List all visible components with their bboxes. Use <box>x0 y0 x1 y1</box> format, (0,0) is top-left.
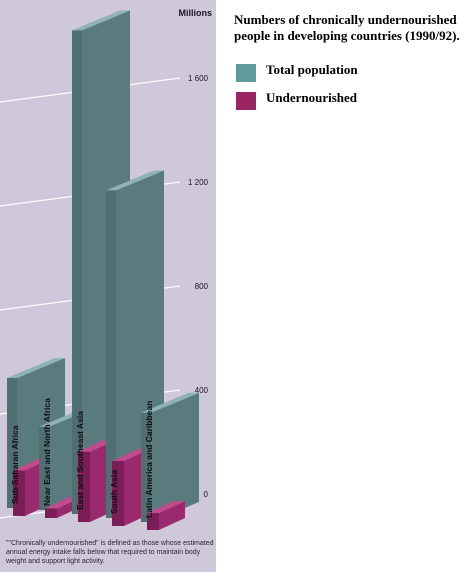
bar-undernourished-side <box>159 501 185 530</box>
category-label: Near East and North Africa <box>42 398 52 506</box>
bar-total-population-front <box>7 378 17 508</box>
category-label: Latin America and Caribbean <box>144 401 154 518</box>
chart-panel: 0 400 800 1 200 1 600 Sub-Saharan Africa Near… <box>0 0 216 572</box>
bar-undernourished-front <box>78 451 90 522</box>
category-label: East and Southeast Asia <box>75 411 85 510</box>
bar-total-population-front <box>72 30 82 515</box>
y-tick-label: 1 600 <box>188 74 209 83</box>
y-tick-label: 0 <box>204 490 209 499</box>
bar-total-population-front <box>39 426 49 510</box>
bar-undernourished-front <box>147 513 159 530</box>
bar-total-population-top <box>141 392 199 413</box>
legend-swatch-total-population <box>236 64 256 82</box>
bar-undernourished-top <box>147 501 185 514</box>
bars: Sub-Saharan Africa Near East and North Af… <box>7 10 199 530</box>
legend-title: Numbers of chronically undernourished pe… <box>234 12 460 43</box>
legend-label-total-population: Total population <box>266 62 358 77</box>
legend-swatch-undernourished <box>236 92 256 110</box>
y-tick-label: 400 <box>195 386 209 395</box>
bar-group: Latin America and Caribbean <box>141 392 199 530</box>
bar-chart: 0 400 800 1 200 1 600 Sub-Saharan Africa Near… <box>0 8 213 530</box>
y-tick-label: 1 200 <box>188 178 209 187</box>
category-label: South Asia <box>109 470 119 514</box>
y-tick-label: 800 <box>195 282 209 291</box>
unit-label: Millions <box>179 8 213 18</box>
bar-total-population-top <box>7 358 65 378</box>
bar-total-population-side <box>151 392 199 522</box>
legend-label-undernourished: Undernourished <box>266 90 358 105</box>
legend: Numbers of chronically undernourished pe… <box>226 8 462 126</box>
bar-total-population-top <box>106 170 164 191</box>
bar-total-population-front <box>141 412 151 522</box>
footnote: ""Chronically undernourished" is defined… <box>6 540 214 565</box>
y-axis-ticks: 0 400 800 1 200 1 600 <box>188 74 209 499</box>
bar-total-population-top <box>72 10 130 31</box>
bar-undernourished-front <box>112 461 124 526</box>
bar-total-population-front <box>106 190 116 518</box>
bar-undernourished-front <box>45 508 57 518</box>
category-label: Sub-Saharan Africa <box>10 425 20 504</box>
bar-undernourished-top <box>112 449 150 461</box>
bar-undernourished-front <box>13 470 25 516</box>
